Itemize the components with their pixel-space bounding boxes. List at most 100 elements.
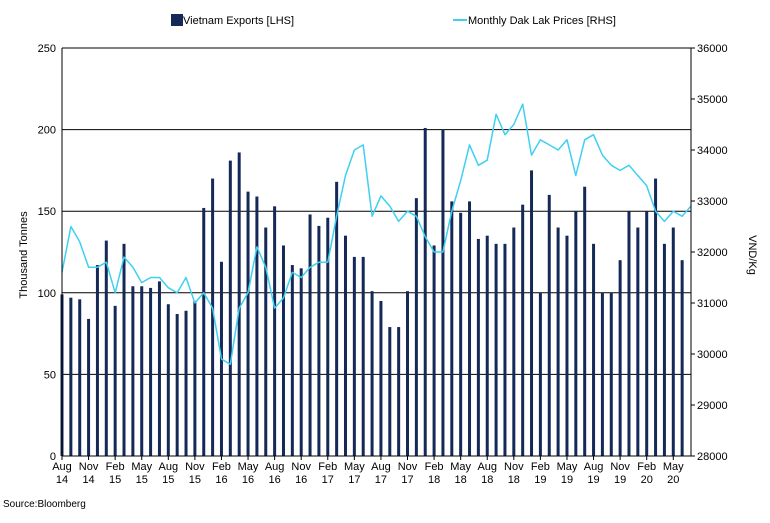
x-tick-year: 19 [561, 474, 573, 486]
x-tick-month: Nov [504, 461, 524, 473]
x-tick-month: May [663, 461, 684, 473]
x-tick-year: 17 [322, 474, 334, 486]
price-series-line [61, 103, 692, 365]
x-tick-month: Aug [52, 461, 72, 473]
x-tick-month: Nov [398, 461, 418, 473]
export-bar [432, 245, 436, 456]
x-tick-month: Nov [185, 461, 205, 473]
export-bar [175, 314, 179, 456]
x-tick-month: May [450, 461, 471, 473]
x-tick-month: Nov [79, 461, 99, 473]
x-tick-month: Aug [371, 461, 391, 473]
bars [60, 127, 684, 457]
export-bar [414, 198, 418, 457]
export-bar [441, 129, 445, 456]
x-tick-month: May [238, 461, 259, 473]
x-tick-year: 19 [614, 474, 626, 486]
x-tick-year: 16 [215, 474, 227, 486]
x-tick-year: 18 [481, 474, 493, 486]
source-note: Source:Bloomberg [3, 499, 86, 510]
x-tick-year: 16 [242, 474, 254, 486]
right-tick-label: 30000 [697, 349, 728, 361]
export-bar [211, 178, 215, 456]
legend-prices-label: Monthly Dak Lak Prices [RHS] [468, 15, 616, 27]
x-tick-month: Feb [212, 461, 231, 473]
export-bar [361, 256, 365, 456]
x-tick-year: 17 [375, 474, 387, 486]
x-tick-month: Feb [637, 461, 656, 473]
right-axis-ticks: 28000 29000 30000 31000 32000 33000 34000 35000… [691, 43, 728, 463]
x-tick-year: 15 [136, 474, 148, 486]
export-bar [264, 227, 268, 456]
export-bar [600, 292, 604, 456]
export-bar [494, 243, 498, 456]
export-bar [538, 292, 542, 456]
export-bar [131, 286, 135, 456]
export-bar [237, 152, 241, 456]
x-tick-year: 18 [428, 474, 440, 486]
export-bar [228, 160, 232, 456]
export-bar [335, 181, 339, 456]
export-bar [308, 214, 312, 456]
x-tick-year: 19 [534, 474, 546, 486]
left-axis-ticks: 0 50 100 150 200 250 [38, 43, 56, 463]
right-axis-title: VND/Kg [746, 235, 758, 275]
export-bar [406, 291, 410, 456]
x-tick-year: 17 [348, 474, 360, 486]
export-bar [654, 178, 658, 456]
right-tick-label: 33000 [697, 196, 728, 208]
x-tick-year: 16 [268, 474, 280, 486]
export-bar [645, 211, 649, 456]
x-tick-year: 15 [189, 474, 201, 486]
export-bar [290, 265, 294, 456]
export-bar [299, 268, 303, 456]
export-bar [202, 207, 206, 456]
export-bar [547, 194, 551, 456]
legend-exports-label: Vietnam Exports [LHS] [183, 15, 294, 27]
export-bar [184, 310, 188, 456]
export-bar [343, 235, 347, 456]
export-bar [78, 299, 82, 456]
x-tick-year: 15 [109, 474, 121, 486]
x-tick-month: Feb [425, 461, 444, 473]
right-tick-label: 28000 [697, 451, 728, 463]
x-tick-month: Aug [584, 461, 604, 473]
left-tick-label: 250 [38, 43, 56, 55]
x-tick-year: 19 [587, 474, 599, 486]
export-bar [503, 243, 507, 456]
x-tick-month: Feb [318, 461, 337, 473]
export-bar [326, 217, 330, 456]
export-bar [530, 170, 534, 456]
export-bar [317, 225, 321, 456]
export-bar [113, 305, 117, 456]
export-bar [476, 238, 480, 456]
export-bar [680, 260, 684, 456]
export-bar [69, 297, 73, 456]
x-tick-year: 20 [667, 474, 679, 486]
x-tick-year: 18 [455, 474, 467, 486]
export-bar [246, 191, 250, 456]
right-tick-label: 35000 [697, 94, 728, 106]
export-bar [512, 227, 516, 456]
export-bar [662, 243, 666, 456]
export-bar [281, 245, 285, 456]
right-tick-label: 32000 [697, 247, 728, 259]
x-tick-year: 16 [295, 474, 307, 486]
right-tick-label: 34000 [697, 145, 728, 157]
export-bar [273, 206, 277, 456]
x-tick-month: May [131, 461, 152, 473]
right-tick-label: 31000 [697, 298, 728, 310]
left-tick-label: 150 [38, 206, 56, 218]
export-bar [618, 260, 622, 456]
x-tick-month: May [557, 461, 578, 473]
x-tick-month: Feb [531, 461, 550, 473]
export-bar [583, 186, 587, 456]
export-bar [521, 204, 525, 456]
x-tick-month: Feb [106, 461, 125, 473]
export-bar [140, 286, 144, 456]
x-tick-year: 18 [508, 474, 520, 486]
export-bar [556, 227, 560, 456]
export-bar [450, 201, 454, 456]
right-tick-label: 29000 [697, 400, 728, 412]
